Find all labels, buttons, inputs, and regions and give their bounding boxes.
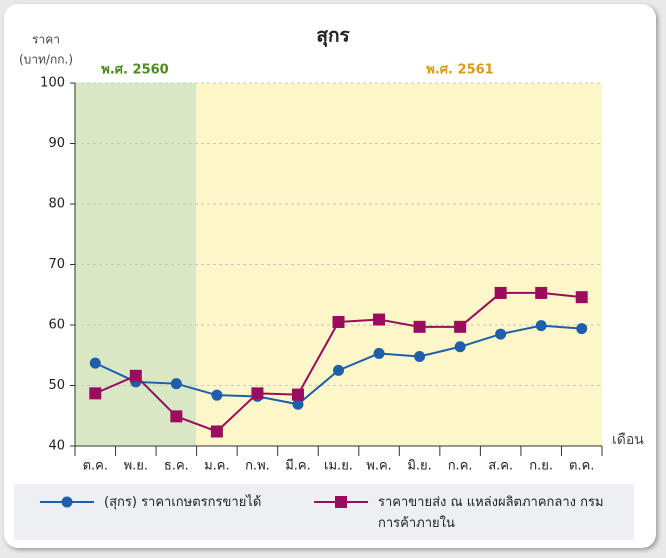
legend-label: (สุกร) ราคาเกษตรกรขายได้ (104, 495, 262, 510)
y-tick-label: 60 (48, 318, 65, 333)
marker (414, 350, 426, 362)
legend: (สุกร) ราคาเกษตรกรขายได้ ราคาขายส่ง ณ แหล… (14, 484, 634, 540)
x-tick-label: ธ.ค. (164, 459, 189, 474)
y-tick-label: 80 (48, 197, 65, 212)
marker (332, 315, 345, 328)
marker (454, 341, 466, 353)
marker (170, 378, 182, 390)
marker (89, 357, 101, 369)
marker (333, 364, 344, 376)
x-label: เดือน (612, 432, 644, 448)
marker (575, 291, 588, 304)
x-tick-label: ต.ค. (569, 459, 594, 474)
x-tick-label: มี.ค. (285, 458, 311, 474)
legend-swatch (314, 496, 368, 508)
legend-swatch (40, 496, 94, 508)
legend-label: ราคาขายส่ง ณ แหล่งผลิตภาคกลาง กรมการค้าภ… (378, 495, 604, 531)
marker (170, 410, 183, 423)
marker (494, 286, 507, 299)
x-tick-label: ส.ค. (488, 459, 513, 474)
x-tick-label: พ.ค. (366, 459, 392, 474)
legend-marker (61, 496, 73, 508)
legend-item: (สุกร) ราคาเกษตรกรขายได้ (40, 492, 261, 513)
x-tick-label: เม.ย. (324, 459, 353, 474)
marker (129, 369, 142, 382)
legend-marker (335, 496, 347, 508)
marker (89, 387, 102, 400)
legend-item: ราคาขายส่ง ณ แหล่งผลิตภาคกลาง กรมการค้าภ… (314, 492, 608, 534)
x-tick-label: ก.พ. (245, 459, 270, 474)
y-tick-label: 100 (40, 76, 65, 91)
marker (454, 320, 467, 333)
x-tick-label: มิ.ย. (407, 459, 431, 474)
period-label: พ.ศ. 2561 (426, 63, 493, 78)
marker (211, 389, 223, 401)
marker (576, 323, 588, 335)
x-tick-label: พ.ย. (124, 459, 148, 474)
y-tick-label: 90 (48, 136, 65, 151)
marker (292, 398, 304, 410)
marker (373, 347, 385, 359)
y-tick-label: 50 (48, 378, 65, 393)
marker (373, 313, 386, 326)
marker (495, 328, 507, 340)
marker (291, 388, 304, 401)
marker (535, 320, 547, 332)
x-tick-label: ม.ค. (204, 459, 230, 474)
x-tick-label: ก.ย. (529, 459, 553, 474)
y-unit: (บาท/กก.) (19, 53, 73, 67)
y-label: ราคา (32, 33, 60, 47)
x-tick-label: ก.ค. (448, 459, 473, 474)
marker (251, 387, 264, 400)
marker (210, 425, 223, 438)
y-tick-label: 40 (48, 439, 65, 454)
chart-title: สุกร (316, 25, 350, 48)
period-label: พ.ศ. 2560 (101, 63, 168, 78)
marker (535, 286, 548, 299)
x-tick-label: ต.ค. (83, 459, 108, 474)
marker (413, 320, 426, 333)
y-tick-label: 70 (48, 257, 65, 272)
